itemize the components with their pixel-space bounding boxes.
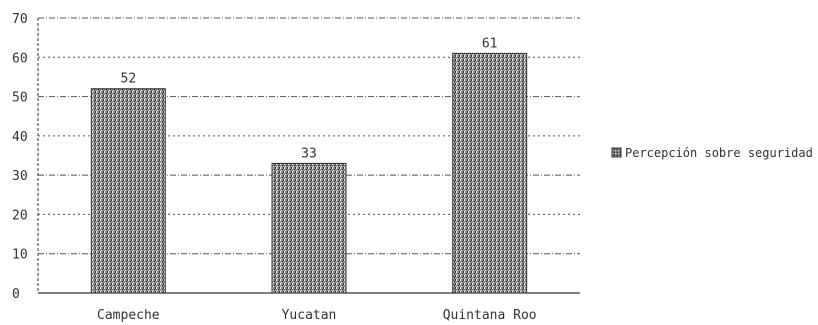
data-label-campeche: 52	[121, 72, 137, 87]
legend-label: Percepción sobre seguridad pública	[625, 146, 818, 160]
bar-campeche	[90, 88, 166, 294]
x-tick-label-yucatan: Yucatan	[282, 308, 337, 323]
y-tick-label-50: 50	[12, 91, 28, 106]
data-labels: 52 33 61	[121, 36, 498, 161]
data-label-yucatan: 33	[301, 146, 317, 161]
y-tick-label-20: 20	[12, 208, 28, 223]
y-tick-label-60: 60	[12, 51, 28, 66]
bar-yucatan	[271, 162, 347, 294]
bars	[90, 52, 528, 294]
y-tick-label-70: 70	[12, 12, 28, 27]
y-tick-label-0: 0	[12, 287, 20, 302]
bar-quintana-roo	[452, 52, 528, 294]
x-tick-label-campeche: Campeche	[97, 308, 160, 323]
y-tick-label-10: 10	[12, 248, 28, 263]
data-label-quintana-roo: 61	[482, 36, 498, 51]
x-tick-label-quintana-roo: Quintana Roo	[443, 308, 537, 323]
legend-swatch	[611, 147, 622, 158]
x-axis-labels: Campeche Yucatan Quintana Roo	[97, 308, 537, 323]
y-tick-label-30: 30	[12, 169, 28, 184]
legend: Percepción sobre seguridad pública	[611, 146, 818, 160]
y-tick-label-40: 40	[12, 130, 28, 145]
